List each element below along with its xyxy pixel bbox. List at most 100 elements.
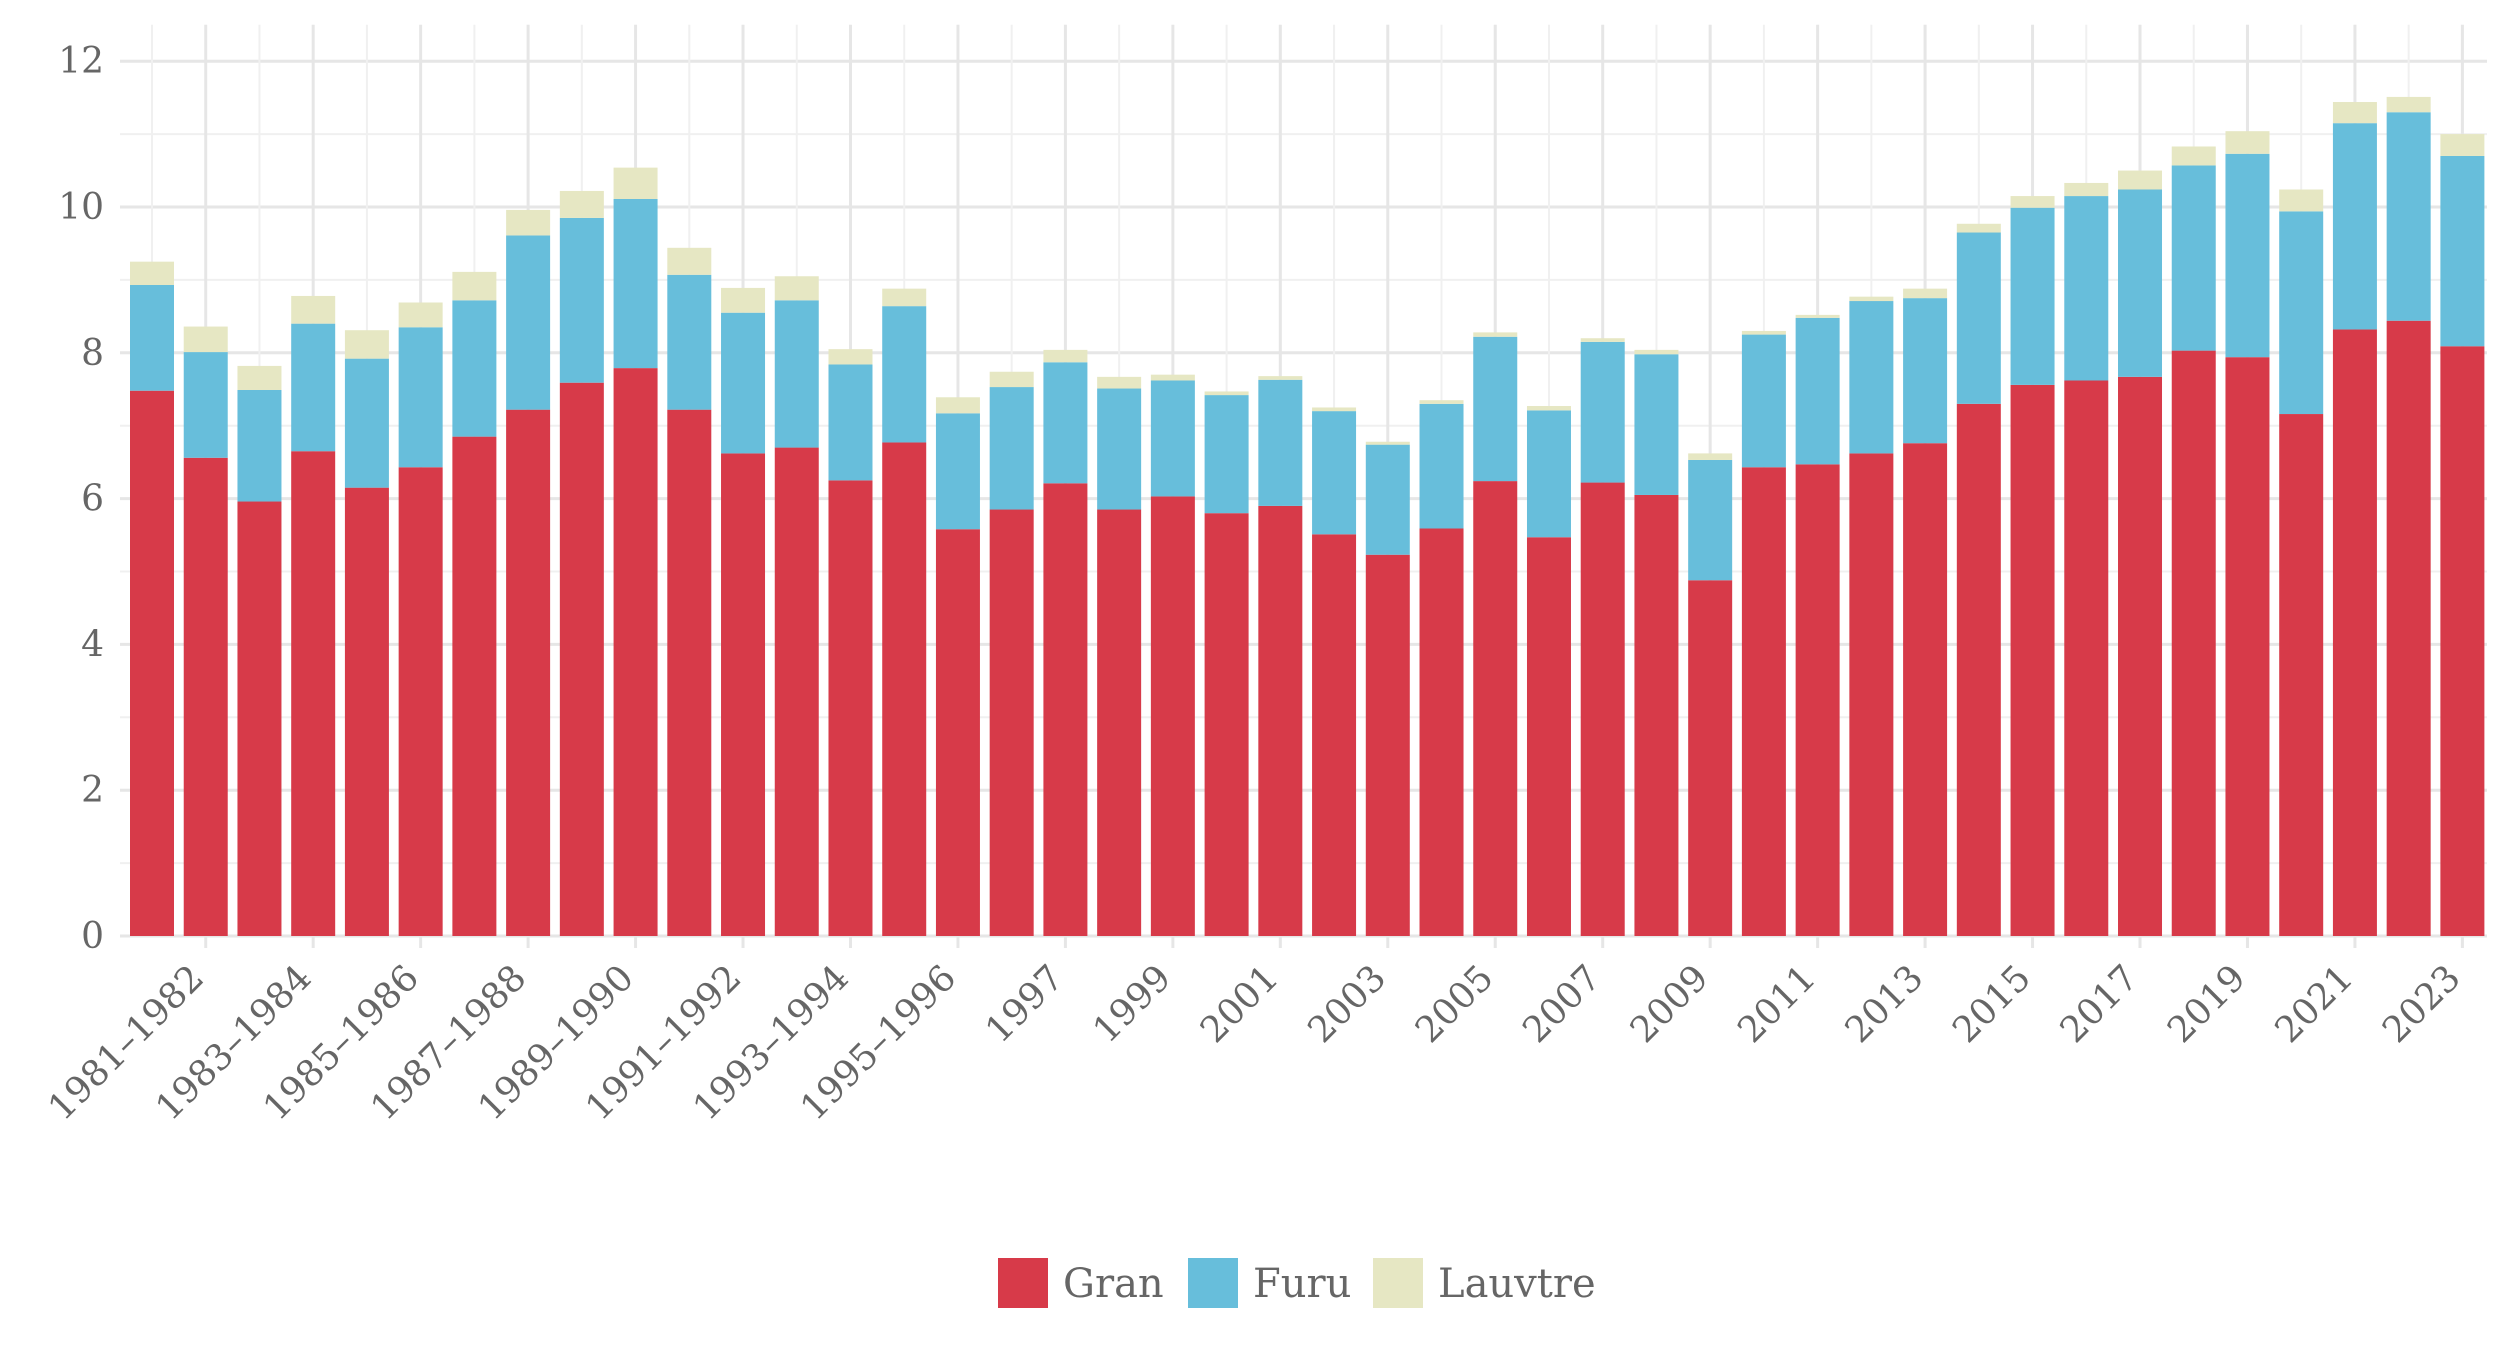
x-tick-label: 2013	[1838, 957, 1932, 1051]
bar-gran	[1688, 580, 1733, 936]
bar-gran	[291, 451, 336, 936]
bar-lauvtre	[2010, 196, 2055, 208]
bar-gran	[559, 382, 604, 936]
bar-lauvtre	[344, 330, 389, 359]
x-tick-label: 1997	[978, 957, 1072, 1051]
bar-lauvtre	[1204, 391, 1249, 396]
bar-gran	[183, 457, 228, 936]
bar-furu	[1580, 341, 1625, 483]
bar-furu	[2118, 189, 2163, 377]
bar-lauvtre	[130, 261, 174, 285]
bar-furu	[882, 306, 927, 443]
bar-furu	[452, 300, 497, 437]
bar-furu	[1688, 459, 1733, 581]
bar-lauvtre	[1795, 314, 1840, 318]
bar-furu	[2010, 207, 2055, 385]
x-tick-label: 2017	[2053, 957, 2147, 1051]
bar-gran	[989, 509, 1034, 936]
bar-furu	[2279, 211, 2324, 415]
bar-furu	[613, 198, 658, 369]
y-tick-label: 10	[58, 187, 104, 228]
bar-lauvtre	[1903, 288, 1948, 299]
bar-furu	[2064, 196, 2109, 381]
y-tick-label: 8	[81, 333, 104, 374]
y-tick-label: 2	[81, 770, 104, 811]
y-axis: 0 2 4 6 8 10 12	[58, 41, 104, 957]
bar-gran	[1097, 509, 1142, 936]
bar-lauvtre	[237, 365, 282, 390]
bar-gran	[1204, 513, 1249, 936]
bar-gran	[1473, 481, 1518, 936]
bar-lauvtre	[1365, 441, 1410, 445]
y-tick-label: 4	[81, 624, 104, 665]
bar-furu	[828, 364, 873, 481]
bar-furu	[935, 413, 980, 530]
bar-gran	[344, 487, 389, 936]
bar-lauvtre	[452, 271, 497, 301]
legend: Gran Furu Lauvtre	[998, 1258, 1596, 1308]
bar-furu	[1849, 301, 1894, 454]
bar-furu	[1097, 388, 1142, 510]
bar-gran	[1258, 505, 1303, 936]
bar-furu	[2225, 153, 2270, 358]
bar-furu	[237, 389, 282, 502]
bar-lauvtre	[2118, 170, 2163, 190]
bar-gran	[1312, 534, 1357, 936]
bar-lauvtre	[1849, 296, 1894, 302]
x-tick-label: 2015	[1945, 957, 2039, 1051]
bar-lauvtre	[1580, 338, 1625, 342]
bar-gran	[452, 436, 497, 936]
bar-lauvtre	[1741, 330, 1786, 335]
bar-gran	[2118, 376, 2163, 936]
bar-furu	[1903, 298, 1948, 444]
x-tick-label: 1999	[1085, 957, 1179, 1051]
x-tick-label: 2007	[1515, 957, 1609, 1051]
bar-lauvtre	[721, 287, 766, 313]
bar-gran	[2386, 320, 2431, 937]
bar-gran	[130, 390, 174, 937]
bar-lauvtre	[2064, 182, 2109, 197]
bar-furu	[2386, 112, 2431, 321]
x-tick-label: 2009	[1623, 957, 1717, 1051]
x-tick-label: 2011	[1730, 957, 1824, 1051]
bar-gran	[2279, 414, 2324, 936]
bar-furu	[774, 300, 819, 448]
bar-furu	[1365, 444, 1410, 555]
bar-lauvtre	[1419, 400, 1464, 404]
bar-lauvtre	[774, 276, 819, 301]
bar-furu	[1204, 395, 1249, 514]
bar-gran	[935, 529, 980, 936]
bar-furu	[1419, 403, 1464, 529]
bar-gran	[774, 447, 819, 936]
bar-gran	[2440, 346, 2485, 936]
bar-lauvtre	[2225, 131, 2270, 154]
x-axis: 1981–19821983–19841985–19861987–19881989…	[41, 957, 2469, 1128]
bar-furu	[398, 327, 443, 468]
x-tick-label: 2001	[1193, 957, 1287, 1051]
bar-lauvtre	[1150, 374, 1195, 381]
bar-lauvtre	[989, 371, 1034, 388]
bar-furu	[2332, 123, 2377, 330]
legend-label-lauvtre: Lauvtre	[1438, 1261, 1596, 1307]
bar-lauvtre	[1473, 332, 1518, 337]
bar-gran	[667, 409, 712, 936]
bar-lauvtre	[1097, 376, 1142, 389]
bar-lauvtre	[1043, 349, 1088, 363]
bar-lauvtre	[1688, 453, 1733, 460]
bar-lauvtre	[183, 326, 228, 353]
legend-swatch-lauvtre	[1373, 1258, 1423, 1308]
y-tick-label: 0	[81, 916, 104, 957]
bar-gran	[828, 480, 873, 936]
bar-lauvtre	[2171, 146, 2216, 166]
legend-swatch-gran	[998, 1258, 1048, 1308]
x-tick-label: 2021	[2268, 957, 2362, 1051]
bar-gran	[2010, 384, 2055, 936]
bar-furu	[130, 285, 174, 391]
bar-gran	[1580, 482, 1625, 936]
bar-lauvtre	[935, 397, 980, 414]
bar-gran	[1956, 403, 2001, 937]
bar-gran	[2064, 380, 2109, 936]
bar-furu	[506, 235, 551, 410]
bar-lauvtre	[613, 167, 658, 199]
bar-lauvtre	[1258, 376, 1303, 380]
